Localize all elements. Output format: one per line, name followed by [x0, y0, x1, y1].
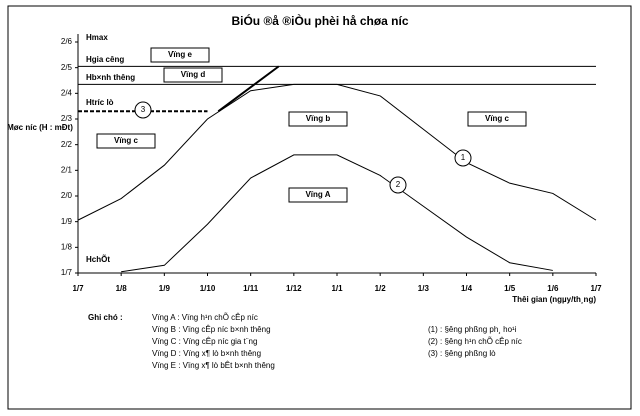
note: Vïng D : Vïng x¶ lò b×nh th­êng: [152, 349, 261, 358]
series-line: [77, 83, 597, 221]
x-tick-label: 1/12: [286, 284, 302, 293]
notes-title: Ghi chó :: [88, 313, 123, 322]
series-label-circle: [389, 176, 407, 194]
series-label: 1: [461, 153, 466, 162]
y-tick-label: 2/1: [61, 165, 73, 174]
series-label: 2: [396, 180, 401, 189]
zone-box: [96, 133, 156, 149]
x-tick-label: 1/8: [116, 284, 128, 293]
series-label: 3: [141, 105, 146, 114]
y-tick-label: 2/2: [61, 140, 73, 149]
x-tick-label: 1/1: [331, 284, 343, 293]
level-label: Hgia c­êng: [86, 55, 124, 64]
y-tick-label: 2/4: [61, 88, 73, 97]
y-tick-label: 2/5: [61, 63, 73, 72]
zone-box: [163, 67, 223, 83]
note: Vïng A : Vïng h¹n chÕ cÊp n­íc: [152, 313, 258, 322]
zone-box: [288, 187, 348, 203]
line-note: (1) : §­êng phßng ph¸ ho¹i: [428, 325, 517, 334]
x-tick-label: 1/7: [72, 284, 84, 293]
x-tick-label: 1/11: [243, 284, 259, 293]
zone-label: Vïng d: [181, 70, 206, 79]
y-tick-label: 2/6: [61, 37, 73, 46]
x-axis-label: Thêi gian (ngµy/th¸ng): [512, 295, 596, 304]
series-label-circle: [134, 101, 152, 119]
chart-title: BiÓu ®å ®iÒu phèi hå chøa n­íc: [231, 13, 408, 28]
note: Vïng C : Vïng cÊp n­íc gia t¨ng: [152, 337, 257, 346]
x-tick-label: 1/10: [200, 284, 216, 293]
x-tick-label: 1/2: [375, 284, 387, 293]
zone-label: Vïng b: [306, 114, 331, 123]
series-line: [121, 154, 553, 273]
y-tick-label: 1/7: [61, 268, 73, 277]
y-tick-label: 1/8: [61, 242, 73, 251]
x-tick-label: 1/6: [547, 284, 559, 293]
x-tick-label: 1/4: [461, 284, 473, 293]
y-tick-label: 2/3: [61, 114, 73, 123]
line-note: (3) : §­êng phßng lò: [428, 349, 496, 358]
y-axis-label: Møc n­íc (H : mÐt): [7, 123, 73, 132]
level-label: Htr­íc lò: [86, 98, 114, 107]
zone-label: Vïng c: [485, 114, 510, 123]
x-tick-label: 1/3: [418, 284, 430, 293]
zone-label: Vïng A: [305, 190, 330, 199]
level-label: HchÕt: [86, 255, 110, 264]
guide-line: [217, 65, 280, 113]
x-tick-label: 1/5: [504, 284, 516, 293]
zone-box: [150, 47, 210, 63]
series-label-circle: [454, 149, 472, 167]
zone-box: [467, 111, 527, 127]
frame: [7, 5, 632, 410]
y-tick-label: 2/0: [61, 191, 73, 200]
zone-label: Vïng e: [168, 50, 193, 59]
x-tick-label: 1/7: [590, 284, 602, 293]
x-tick-label: 1/9: [159, 284, 171, 293]
line-note: (2) : §­êng h¹n chÕ cÊp n­íc: [428, 337, 522, 346]
level-label: Hmax: [86, 33, 108, 42]
zone-box: [288, 111, 348, 127]
level-label: Hb×nh th­êng: [86, 73, 135, 82]
note: Vïng E : Vïng x¶ lò bÊt b×nh th­êng: [152, 361, 275, 370]
note: Vïng B : Vïng cÊp n­íc b×nh th­êng: [152, 325, 271, 334]
zone-label: Vïng c: [114, 136, 139, 145]
y-tick-label: 1/9: [61, 217, 73, 226]
